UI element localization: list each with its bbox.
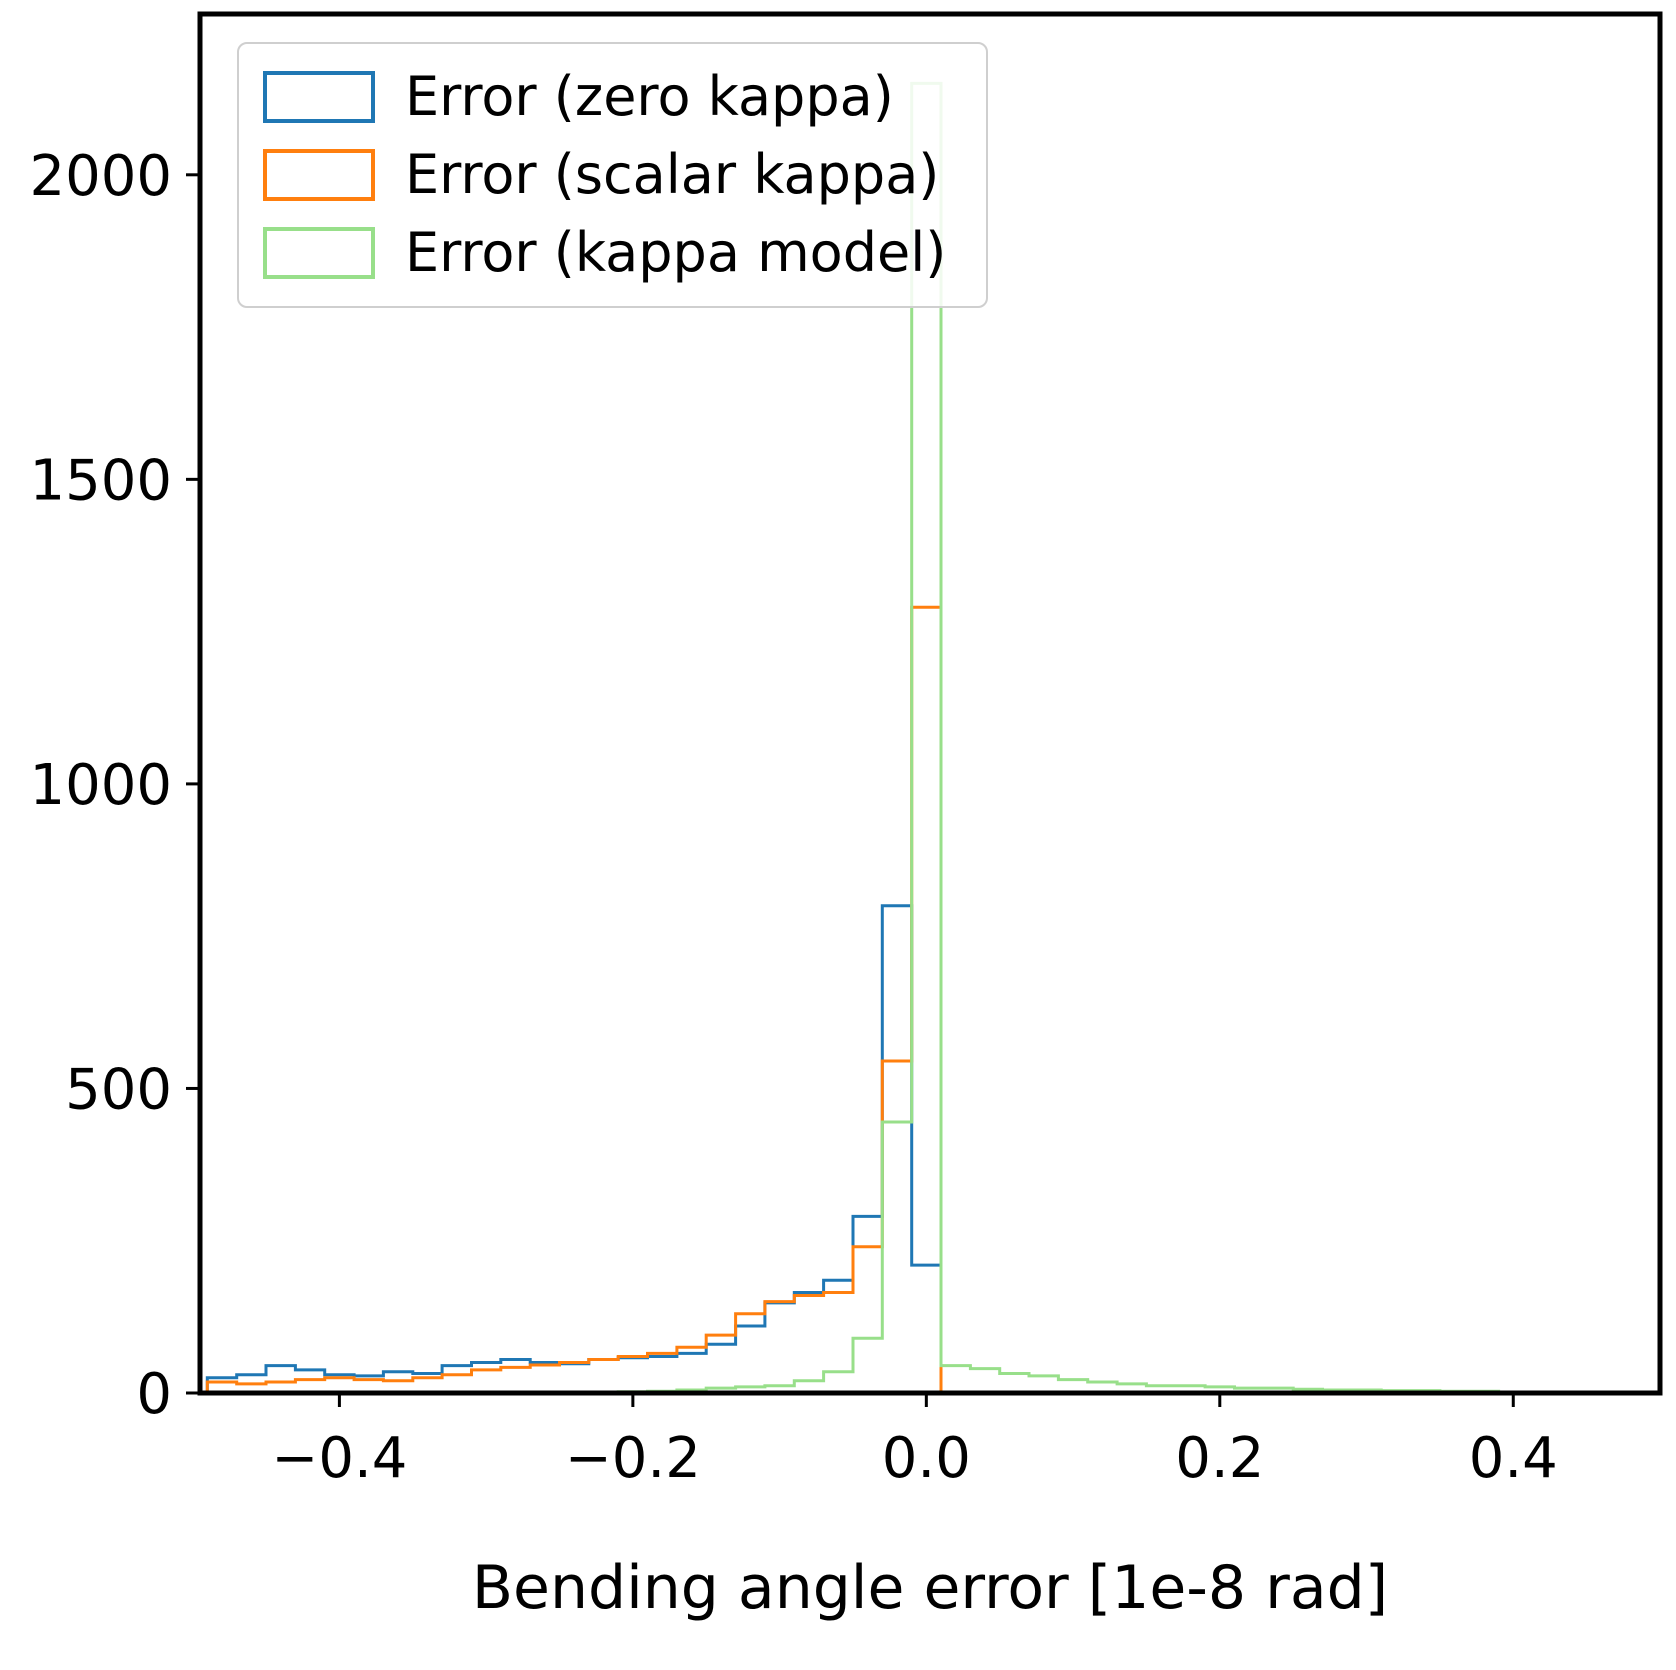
legend-swatch-scalar-kappa-icon xyxy=(263,149,375,202)
legend-swatch-kappa-model-icon xyxy=(263,227,375,280)
x-axis-label: Bending angle error [1e-8 rad] xyxy=(472,1553,1388,1623)
plot-border xyxy=(197,11,1663,1396)
x-tick-label: 0.0 xyxy=(882,1426,971,1491)
legend: Error (zero kappa) Error (scalar kappa) … xyxy=(237,42,989,309)
series-group xyxy=(205,81,1501,1393)
y-tick-label: 1000 xyxy=(29,753,172,818)
legend-swatch-zero-kappa-icon xyxy=(263,71,375,124)
axes-group: −0.4 −0.2 0.0 0.2 0.4 0 500 1000 1500 2000 xyxy=(29,11,1663,1491)
legend-label-scalar-kappa: Error (scalar kappa) xyxy=(405,143,940,207)
x-tick-label: 0.4 xyxy=(1469,1426,1558,1491)
x-tick-label: −0.4 xyxy=(271,1426,407,1491)
series-error-scalar-kappa xyxy=(205,605,943,1393)
legend-item-zero-kappa: Error (zero kappa) xyxy=(263,65,946,128)
x-tick-label: −0.2 xyxy=(565,1426,701,1491)
x-tick-label: 0.2 xyxy=(1175,1426,1264,1491)
y-tick-label: 1500 xyxy=(29,448,172,513)
legend-item-scalar-kappa: Error (scalar kappa) xyxy=(263,143,946,207)
y-tick-label: 0 xyxy=(136,1362,172,1427)
series-error-kappa-model xyxy=(616,81,1501,1393)
legend-item-kappa-model: Error (kappa model) xyxy=(263,222,946,284)
series-error-zero-kappa xyxy=(205,904,943,1393)
legend-label-zero-kappa: Error (zero kappa) xyxy=(405,65,894,128)
legend-label-kappa-model: Error (kappa model) xyxy=(405,221,947,285)
y-tick-label: 500 xyxy=(65,1057,172,1122)
y-tick-label: 2000 xyxy=(29,144,172,209)
